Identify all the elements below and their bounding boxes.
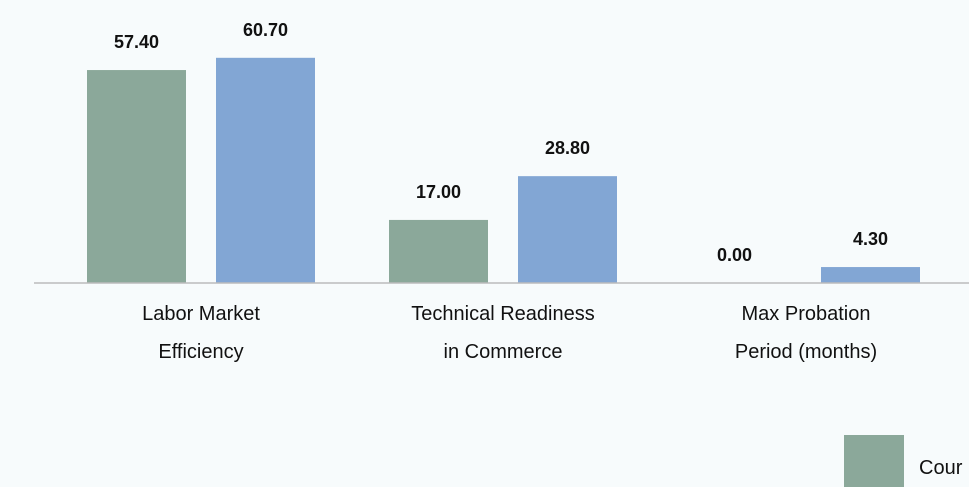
- category-label-2-line-0: Max Probation: [742, 303, 871, 325]
- bar-s1-c1: [518, 176, 617, 283]
- category-label-2-line-1: Period (months): [735, 341, 877, 363]
- bar-s1-c2: [821, 267, 920, 283]
- category-label-1-line-0: Technical Readiness: [411, 303, 594, 325]
- legend-label: Cour: [919, 457, 963, 479]
- legend-swatch: [844, 435, 904, 487]
- value-labels-layer: 57.40 17.00 0.00 60.70 28.80 4.30: [114, 20, 888, 265]
- bars-layer: [87, 57, 920, 284]
- category-label-0-line-0: Labor Market: [142, 303, 260, 325]
- legend: Cour: [844, 435, 963, 487]
- category-label-1-line-1: in Commerce: [444, 341, 563, 363]
- value-label-s1-c2: 4.30: [853, 229, 888, 249]
- bar-s1-c0: [216, 57, 315, 283]
- value-label-s0-c1: 17.00: [416, 182, 461, 202]
- value-label-s1-c0: 60.70: [243, 20, 288, 40]
- category-label-0-line-1: Efficiency: [158, 341, 243, 363]
- value-label-s1-c1: 28.80: [545, 138, 590, 158]
- value-label-s0-c0: 57.40: [114, 32, 159, 52]
- category-labels-layer: Labor Market Efficiency Technical Readines…: [142, 303, 877, 363]
- bar-s0-c0: [87, 70, 186, 284]
- bar-s0-c1: [389, 219, 488, 283]
- value-label-s0-c2: 0.00: [717, 245, 752, 265]
